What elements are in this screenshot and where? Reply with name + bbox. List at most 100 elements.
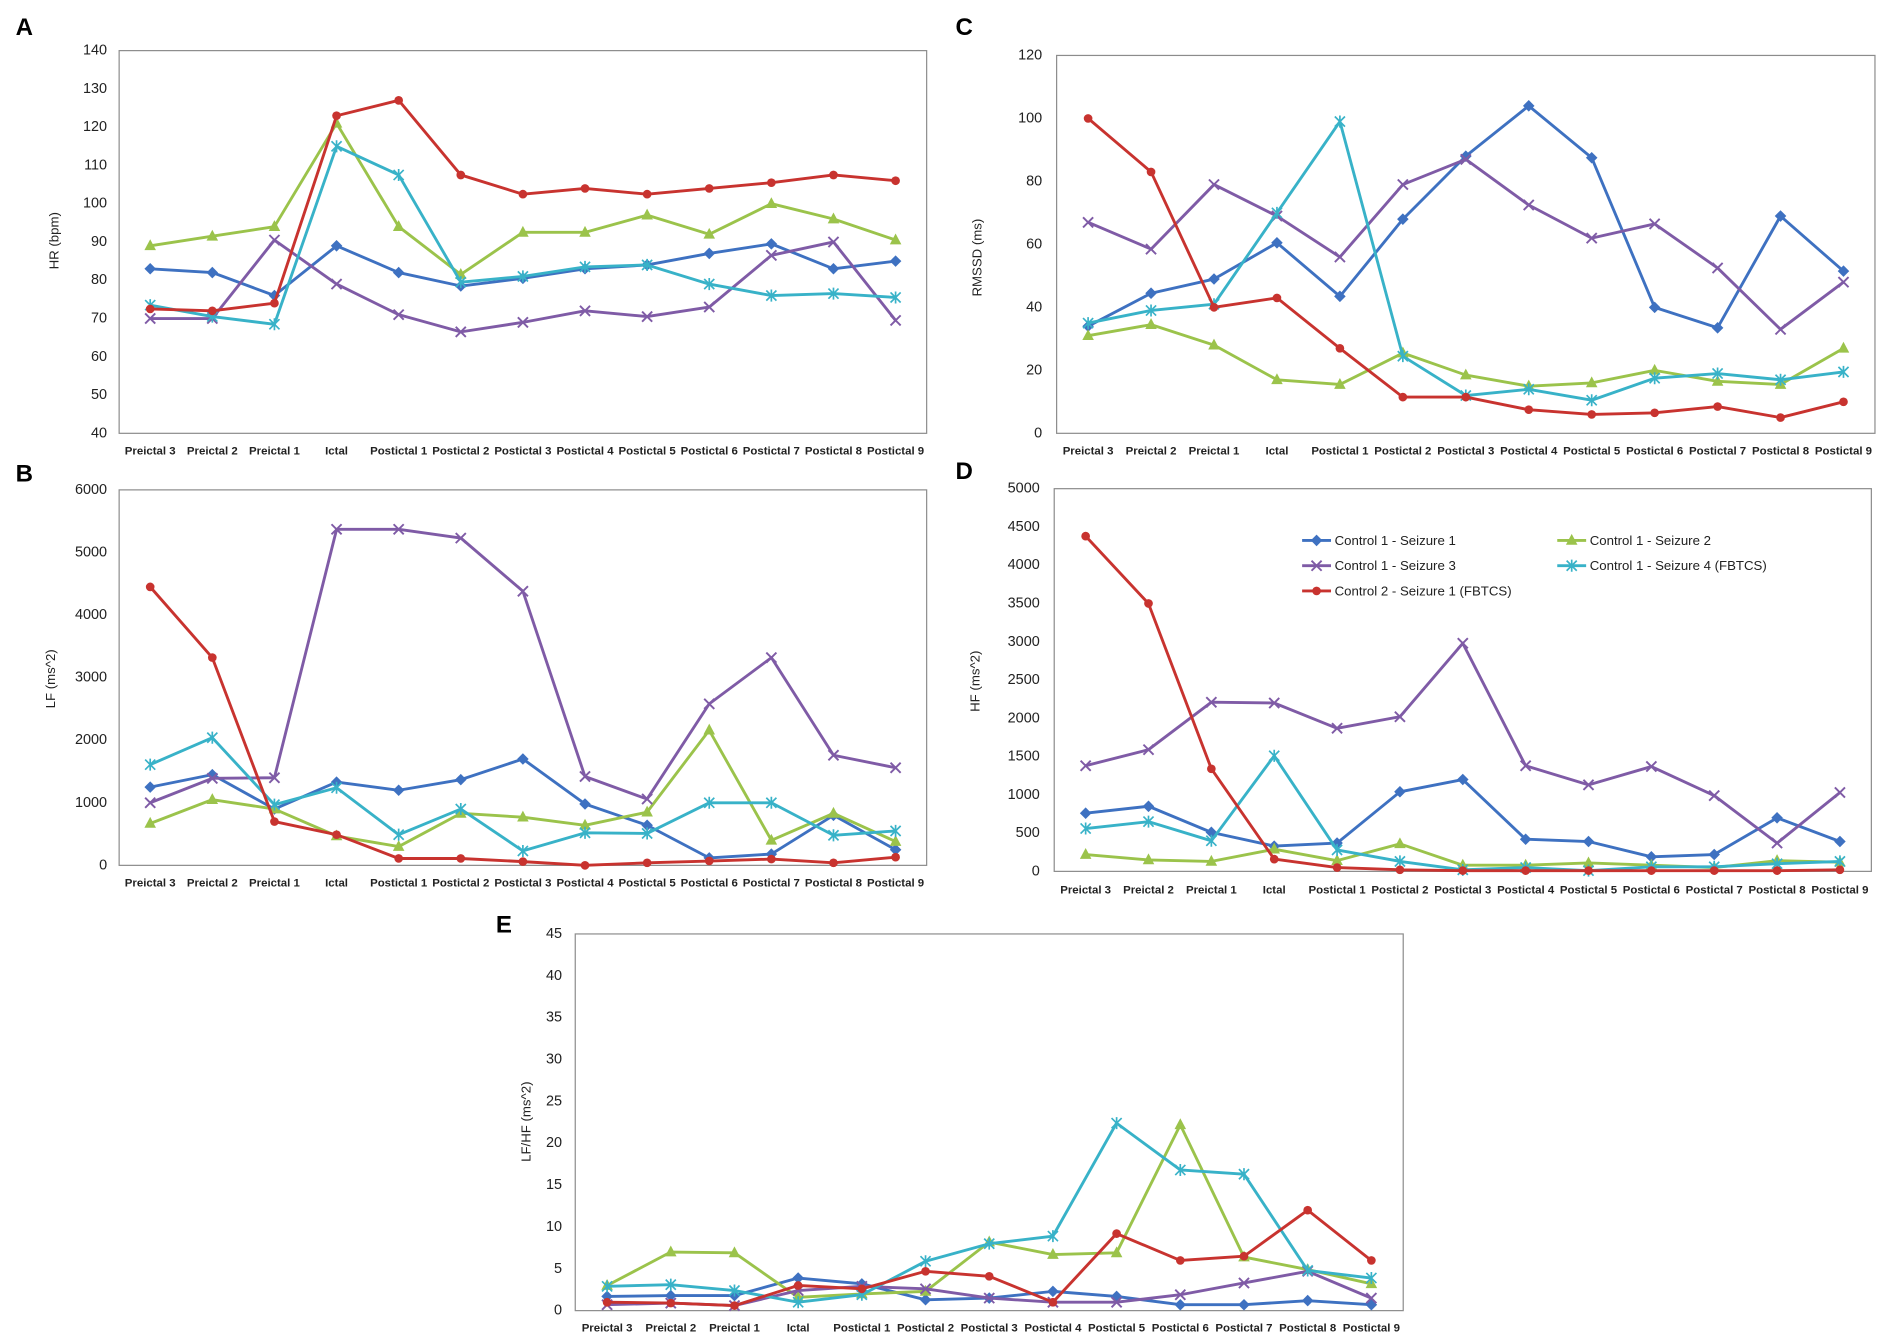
- panel-b-series-4-point: [579, 826, 591, 839]
- panel-b-series-5-point: [145, 582, 155, 592]
- panel-e-series-4-point: [1302, 1264, 1314, 1277]
- panel-d-y-tick-label: 4500: [1008, 519, 1040, 535]
- legend-item-5-label: Control 2 - Seizure 1 (FBTCS): [1335, 583, 1512, 598]
- panel-e-series-3-point: [1174, 1288, 1187, 1301]
- panel-d-series-1-point: [1582, 835, 1595, 848]
- panel-b-series-5-point: [207, 653, 217, 662]
- panel-a-series-2-point: [703, 227, 716, 239]
- panel-d-series-4-point: [1079, 822, 1092, 835]
- legend-item-2-marker: [1565, 533, 1578, 545]
- panel-d-series-4-point: [1834, 855, 1846, 868]
- panel-a-series-4-point: [268, 318, 281, 331]
- panel-a-series-3-point: [827, 236, 840, 248]
- panel-e-series-4-point: [665, 1278, 677, 1291]
- panel-a-y-tick-label: 60: [91, 349, 107, 365]
- panel-d-series-5-point: [1458, 866, 1468, 875]
- panel-a-series-4-point: [517, 270, 529, 283]
- panel-e-series-1-point: [1301, 1294, 1314, 1307]
- panel-d-y-tick-label: 2000: [1008, 710, 1040, 726]
- panel-b-series-4-point: [765, 796, 778, 809]
- legend-item-5: Control 2 - Seizure 1 (FBTCS): [1302, 583, 1512, 598]
- panel-b-series-5-point: [829, 858, 838, 868]
- panel-c-series-3-point: [1774, 323, 1787, 336]
- panel-c-x-tick-label: Preictal 1: [1189, 445, 1240, 457]
- panel-e-series-5-point: [1303, 1205, 1313, 1215]
- panel-b-series-3-point: [144, 797, 156, 809]
- panel-c-y-tick-label: 100: [1018, 110, 1042, 126]
- panel-c-x-tick-label: Postictal 5: [1563, 445, 1621, 457]
- panel-a-series-4-point: [765, 289, 778, 302]
- panel-a-x-tick-label: Postictal 3: [494, 445, 551, 457]
- panel-a-series-1-point: [144, 262, 156, 275]
- panel-b-series-5-point: [642, 858, 652, 868]
- panel-a-series-5-point: [580, 184, 590, 193]
- panel-b-x-tick-label: Postictal 4: [556, 877, 614, 889]
- panel-d-y-axis-title: HF (ms^2): [967, 651, 982, 712]
- panel-d-series-4-point: [1331, 843, 1343, 856]
- panel-c-series-5-point: [1398, 392, 1408, 402]
- panel-d-y-tick-label: 0: [1032, 863, 1040, 879]
- panel-d-series-3-point: [1142, 743, 1155, 756]
- panel-e-x-tick-label: Ictal: [787, 1323, 810, 1335]
- panel-e-x-tick-label: Postictal 2: [897, 1323, 954, 1335]
- panel-c-series-3-point: [1711, 262, 1724, 274]
- panel-d-series-3-point: [1205, 696, 1218, 708]
- panel-b-chart: B LF (ms^2) 0 1000 2000 3000 4000 5000 6000 Pre…: [16, 460, 928, 889]
- panel-c-series-5-point: [1839, 397, 1848, 407]
- panel-a-y-tick-label: 70: [91, 311, 107, 327]
- panel-d-series-3-point: [1708, 789, 1720, 802]
- panel-d-series-3-point: [1519, 760, 1532, 772]
- panel-c-series-4-point: [1271, 206, 1283, 219]
- panel-d-x-tick-label: Postictal 1: [1309, 885, 1367, 897]
- panel-b-series-5-point: [704, 856, 714, 866]
- panel-b-x-tick-label: Postictal 6: [681, 877, 738, 889]
- legend-item-4-marker: [1566, 559, 1578, 572]
- panel-e-series-5-point: [730, 1301, 739, 1310]
- panel-b-y-tick-label: 4000: [75, 607, 107, 623]
- panel-a-series-1-point: [330, 240, 343, 252]
- panel-a-series-2-point: [144, 239, 156, 251]
- panel-e-series-5-point: [1239, 1251, 1249, 1261]
- panel-b-series-3-point: [517, 585, 529, 597]
- panel-b-series-4-point: [703, 796, 715, 809]
- panel-a-series-5-point: [891, 176, 900, 186]
- panel-c-series-5-point: [1335, 343, 1345, 353]
- panel-e-series-3-point: [1110, 1296, 1123, 1308]
- panel-e-series-4-point: [1110, 1117, 1123, 1130]
- panel-c-series-4-point: [1774, 373, 1787, 386]
- panel-c-series-5-point: [1650, 408, 1659, 418]
- legend-item-3: Control 1 - Seizure 3: [1302, 558, 1456, 573]
- panel-b-series-3-point: [330, 523, 343, 536]
- panel-c-series-3-point: [1208, 178, 1220, 191]
- panel-a-series-2-point: [392, 220, 405, 231]
- panel-d-plot-area: [1053, 488, 1872, 872]
- panel-d-x-tick-label: Postictal 9: [1811, 885, 1868, 897]
- panel-d-series-1-point: [1142, 800, 1155, 813]
- panel-e-y-tick-label: 45: [546, 926, 562, 942]
- panel-d-series-5-point: [1207, 764, 1216, 774]
- legend-item-1-marker: [1310, 534, 1323, 547]
- panel-a-series-4-point: [889, 291, 902, 304]
- panel-c-y-tick-label: 60: [1026, 236, 1042, 252]
- panel-a-series-5-point: [270, 298, 279, 308]
- panel-e-y-tick-label: 30: [546, 1052, 562, 1068]
- panel-b-series-4-point: [455, 803, 467, 816]
- panel-b-series-2-point: [517, 810, 529, 822]
- panel-e-series-5-point: [984, 1271, 994, 1281]
- panel-a-x-tick-label: Preictal 1: [249, 445, 300, 457]
- panel-b-y-tick-label: 5000: [75, 544, 107, 560]
- panel-a-series-4-point: [330, 140, 343, 153]
- panel-d-series-3-point: [1394, 711, 1406, 723]
- legend-item-1-label: Control 1 - Seizure 1: [1335, 533, 1456, 548]
- panel-c-series-4-point: [1586, 394, 1598, 407]
- panel-a-series-5-point: [518, 189, 528, 199]
- legend-item-3-marker: [1310, 559, 1323, 572]
- panel-c-y-tick-label: 0: [1034, 425, 1042, 441]
- panel-c-series-2-point: [1460, 368, 1472, 380]
- panel-a-series-2-point: [765, 197, 778, 209]
- panel-c-series-1-point: [1208, 273, 1220, 285]
- panel-d-series-3-point: [1645, 760, 1658, 773]
- panel-a-series-5-point: [394, 96, 403, 105]
- panel-b-series-1-point: [641, 819, 653, 832]
- panel-d-x-tick-label: Postictal 7: [1686, 885, 1743, 897]
